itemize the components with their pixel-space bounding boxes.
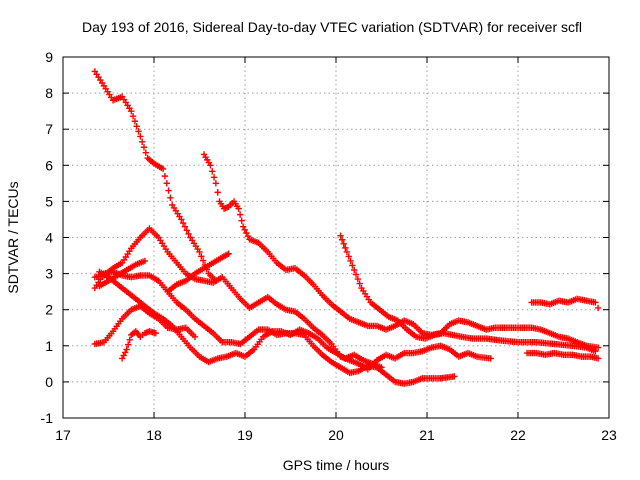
data-point [351, 266, 358, 274]
series-track-12 [523, 349, 602, 362]
data-point [349, 262, 356, 269]
data-point [210, 174, 218, 181]
data-point [165, 187, 172, 194]
x-tick-label: 21 [419, 427, 435, 443]
data-point [345, 253, 352, 260]
x-tick-label: 20 [328, 427, 344, 443]
data-point [125, 341, 132, 348]
series-track-5 [91, 302, 199, 348]
y-tick-label: 8 [45, 85, 53, 101]
data-point [212, 180, 220, 187]
data-point [338, 236, 346, 243]
data-series [91, 68, 602, 387]
data-point [343, 248, 351, 256]
x-tick-label: 19 [237, 427, 253, 443]
data-point [131, 118, 139, 125]
y-tick-label: 4 [45, 230, 53, 246]
data-point [161, 172, 169, 180]
data-point [159, 165, 167, 173]
y-tick-label: 2 [45, 302, 53, 318]
data-point [199, 257, 207, 264]
series-track-7 [96, 257, 149, 290]
x-axis-label: GPS time / hours [283, 457, 390, 473]
data-point [167, 194, 174, 201]
data-point [191, 333, 199, 340]
data-point [337, 232, 344, 239]
data-point [342, 244, 349, 252]
data-point [163, 180, 170, 187]
data-point [181, 223, 189, 230]
data-point [354, 275, 362, 283]
chart-title: Day 193 of 2016, Sidereal Day-to-day VTE… [82, 19, 582, 35]
data-point [135, 128, 142, 135]
data-point [592, 299, 599, 306]
data-point [196, 248, 203, 256]
data-point [378, 364, 385, 371]
data-point [451, 373, 458, 380]
series-track-8 [164, 250, 232, 295]
series-track-11 [528, 295, 602, 312]
grid [63, 57, 609, 418]
data-point [236, 211, 244, 218]
data-point [128, 107, 135, 115]
data-point [356, 280, 363, 287]
data-point [178, 216, 185, 223]
data-point [209, 168, 216, 175]
x-tick-label: 17 [55, 427, 71, 443]
data-point [340, 240, 347, 248]
series-track-4 [96, 268, 385, 371]
y-tick-label: 3 [45, 266, 53, 282]
data-point [198, 253, 205, 260]
data-point [123, 346, 130, 353]
data-point [214, 189, 221, 196]
data-point [133, 123, 140, 130]
data-point [347, 257, 354, 265]
data-point [126, 336, 133, 343]
data-point [594, 304, 602, 312]
y-tick-label: 0 [45, 374, 53, 390]
data-point [487, 355, 494, 362]
x-tick-label: 18 [146, 427, 162, 443]
data-point [138, 138, 146, 146]
data-point [121, 349, 129, 356]
series-track-2 [91, 225, 494, 373]
data-point [118, 355, 126, 362]
series-track-9 [200, 151, 602, 351]
data-point [152, 329, 160, 337]
data-point [352, 271, 360, 278]
y-tick-label: 5 [45, 193, 53, 209]
y-tick-label: -1 [41, 410, 54, 426]
data-point [225, 250, 232, 257]
data-point [185, 230, 192, 238]
series-track-1 [91, 68, 220, 285]
y-axis-label: SDTVAR / TECUs [5, 181, 21, 293]
data-point [238, 217, 245, 224]
data-point [592, 348, 599, 355]
data-point [141, 257, 149, 265]
data-point [140, 144, 148, 151]
data-point [183, 227, 190, 234]
data-point [235, 205, 242, 212]
data-point [179, 219, 187, 227]
x-tick-label: 22 [510, 427, 526, 443]
data-point [207, 162, 214, 169]
y-tick-label: 1 [45, 338, 53, 354]
data-point [137, 133, 144, 140]
data-point [129, 113, 137, 120]
plot-frame [62, 56, 610, 419]
data-point [142, 149, 150, 156]
series-track-6 [118, 328, 160, 362]
y-tick-label: 6 [45, 157, 53, 173]
data-point [594, 344, 602, 351]
data-point [594, 355, 602, 362]
data-point [120, 352, 127, 359]
y-tick-label: 9 [45, 49, 53, 65]
y-tick-label: 7 [45, 121, 53, 137]
series-track-10 [337, 232, 599, 355]
x-tick-label: 23 [601, 427, 617, 443]
